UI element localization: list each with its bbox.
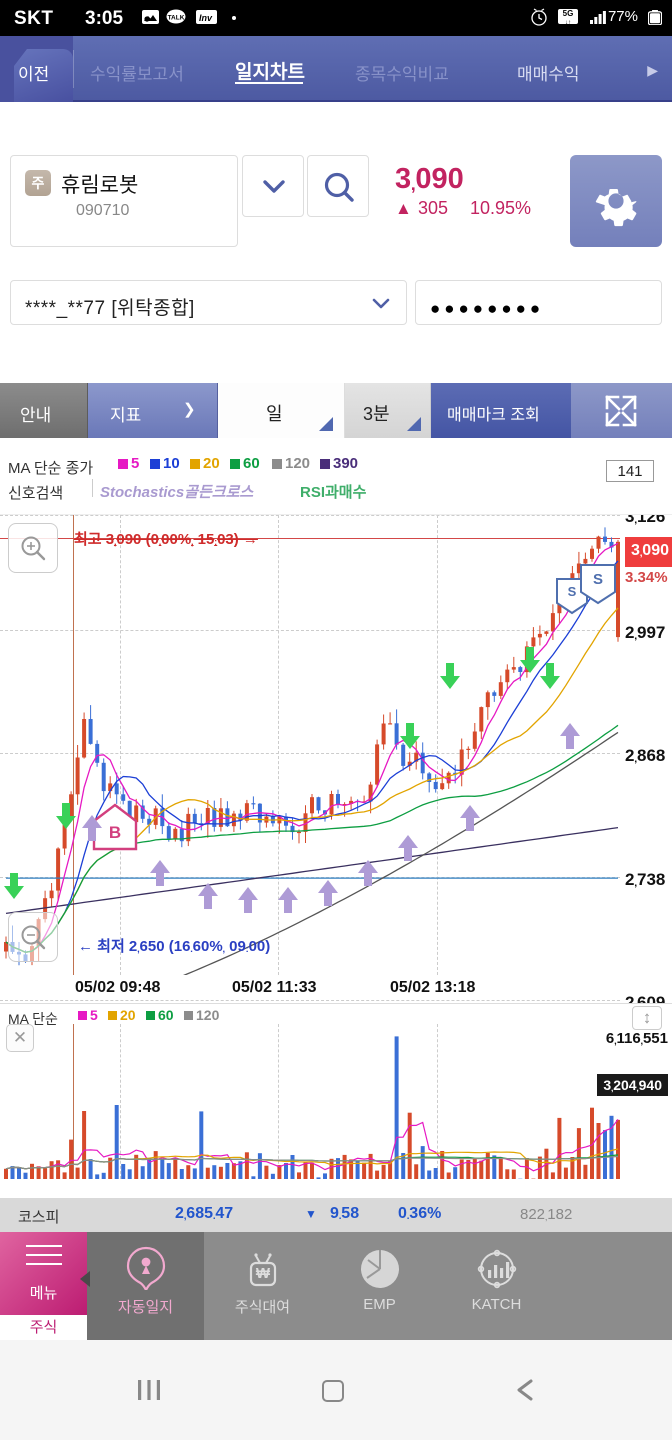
svg-text:TALK: TALK	[168, 15, 185, 22]
svg-text:S: S	[568, 584, 577, 599]
svg-text:S: S	[593, 571, 603, 588]
svg-text:B: B	[109, 823, 121, 842]
svg-text:₩: ₩	[256, 1265, 271, 1282]
